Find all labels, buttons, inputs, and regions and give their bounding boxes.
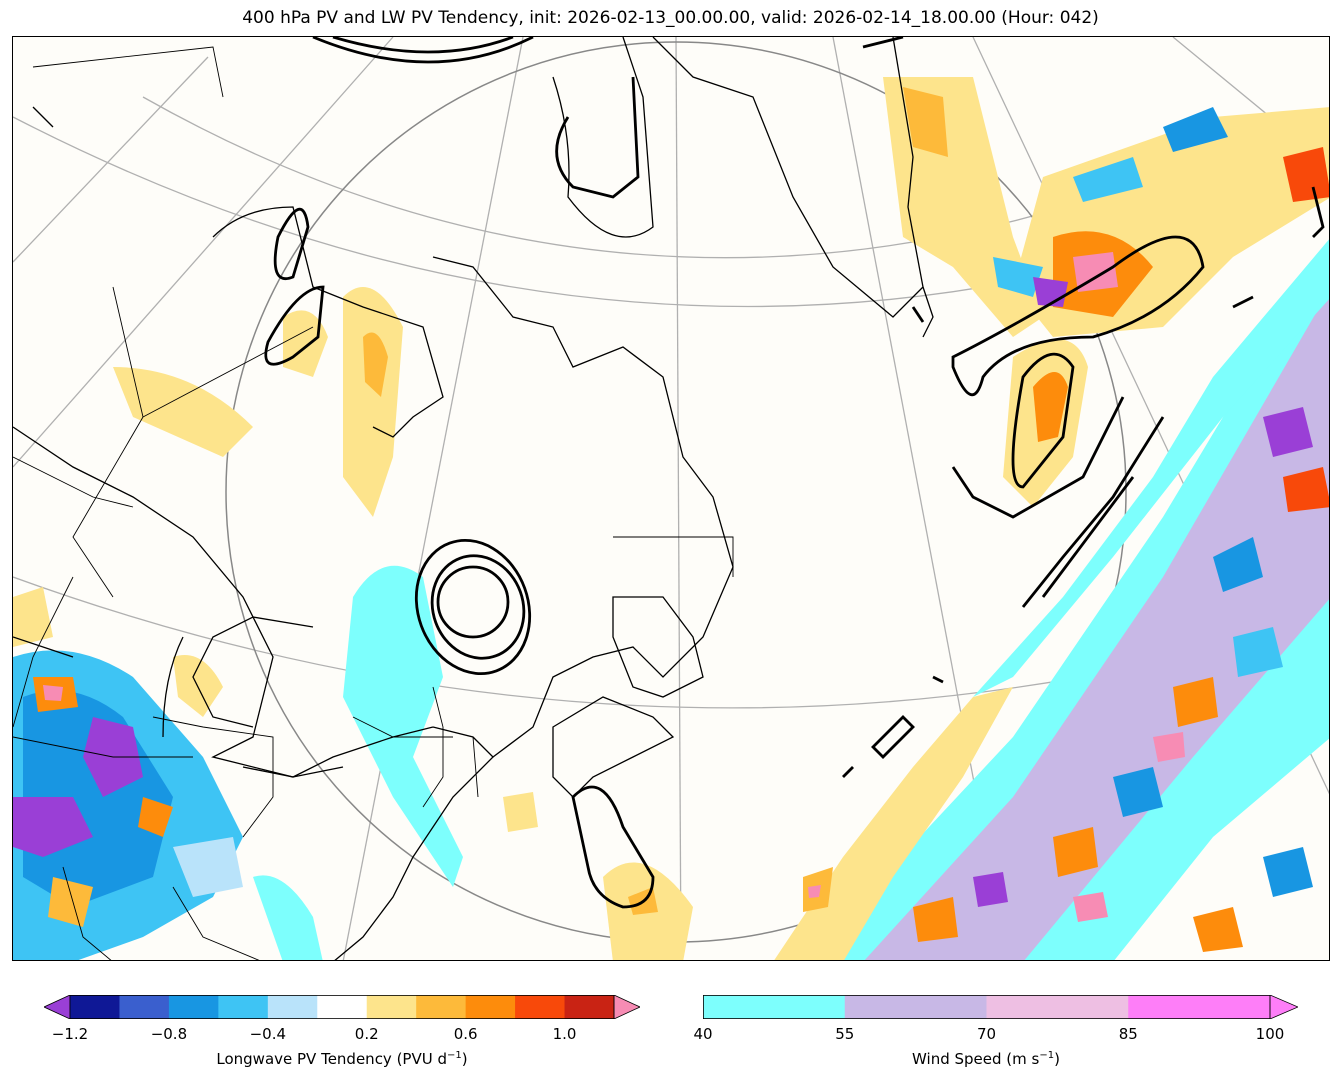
colorbar-tick-label: 40	[693, 1025, 713, 1043]
colorbar-tick-label: 0.2	[354, 1025, 379, 1043]
colorbar-swatch	[515, 995, 566, 1019]
colorbar-swatch	[267, 995, 318, 1019]
pv-tendency-colorbar-swatches	[44, 995, 640, 1019]
colorbar-tick-label: 55	[835, 1025, 855, 1043]
wind-speed-colorbar-label: Wind Speed (m s−1)	[912, 1050, 1060, 1068]
colorbar-outline	[703, 995, 1271, 1019]
colorbar-over-triangle	[1269, 995, 1298, 1019]
colorbar-tick-label: 85	[1118, 1025, 1138, 1043]
pv-contours	[264, 37, 1325, 909]
colorbar-swatch	[366, 995, 417, 1019]
colorbar-swatch	[986, 995, 1129, 1019]
colorbar-swatch	[1128, 995, 1271, 1019]
colorbar-tick-label: 100	[1255, 1025, 1285, 1043]
colorbar-swatch	[416, 995, 467, 1019]
colorbar-swatch	[168, 995, 219, 1019]
colorbar-swatch	[119, 995, 170, 1019]
colorbar-tick-label: −0.8	[150, 1025, 188, 1043]
pv-tendency-colorbar	[44, 995, 640, 1019]
colorbar-swatch	[844, 995, 987, 1019]
colorbar-swatch	[564, 995, 615, 1019]
colorbar-swatch	[317, 995, 368, 1019]
wind-speed-colorbar	[703, 995, 1298, 1019]
colorbar-under-triangle	[44, 995, 71, 1019]
wind-speed-colorbar-swatches	[703, 995, 1298, 1019]
wind-speed-shading	[253, 239, 1329, 960]
political-borders	[13, 46, 734, 960]
colorbar-tick-label: −1.2	[51, 1025, 89, 1043]
colorbar-tick-label: −0.4	[249, 1025, 287, 1043]
colorbar-swatch	[465, 995, 516, 1019]
colorbar-swatch	[218, 995, 269, 1019]
figure-title: 400 hPa PV and LW PV Tendency, init: 202…	[242, 8, 1099, 28]
colorbar-outline	[69, 995, 615, 1019]
colorbar-swatch	[703, 995, 846, 1019]
colorbar-tick-label: 70	[976, 1025, 997, 1043]
colorbar-tick-label: 0.6	[453, 1025, 478, 1043]
colorbar-over-triangle	[613, 995, 640, 1019]
coastlines	[13, 37, 934, 960]
colorbar-swatch	[70, 995, 120, 1019]
pv-tendency-colorbar-label: Longwave PV Tendency (PVU d−1)	[216, 1050, 468, 1068]
map-canvas	[13, 37, 1329, 960]
colorbar-tick-label: 1.0	[552, 1025, 577, 1043]
map-panel	[12, 36, 1330, 961]
